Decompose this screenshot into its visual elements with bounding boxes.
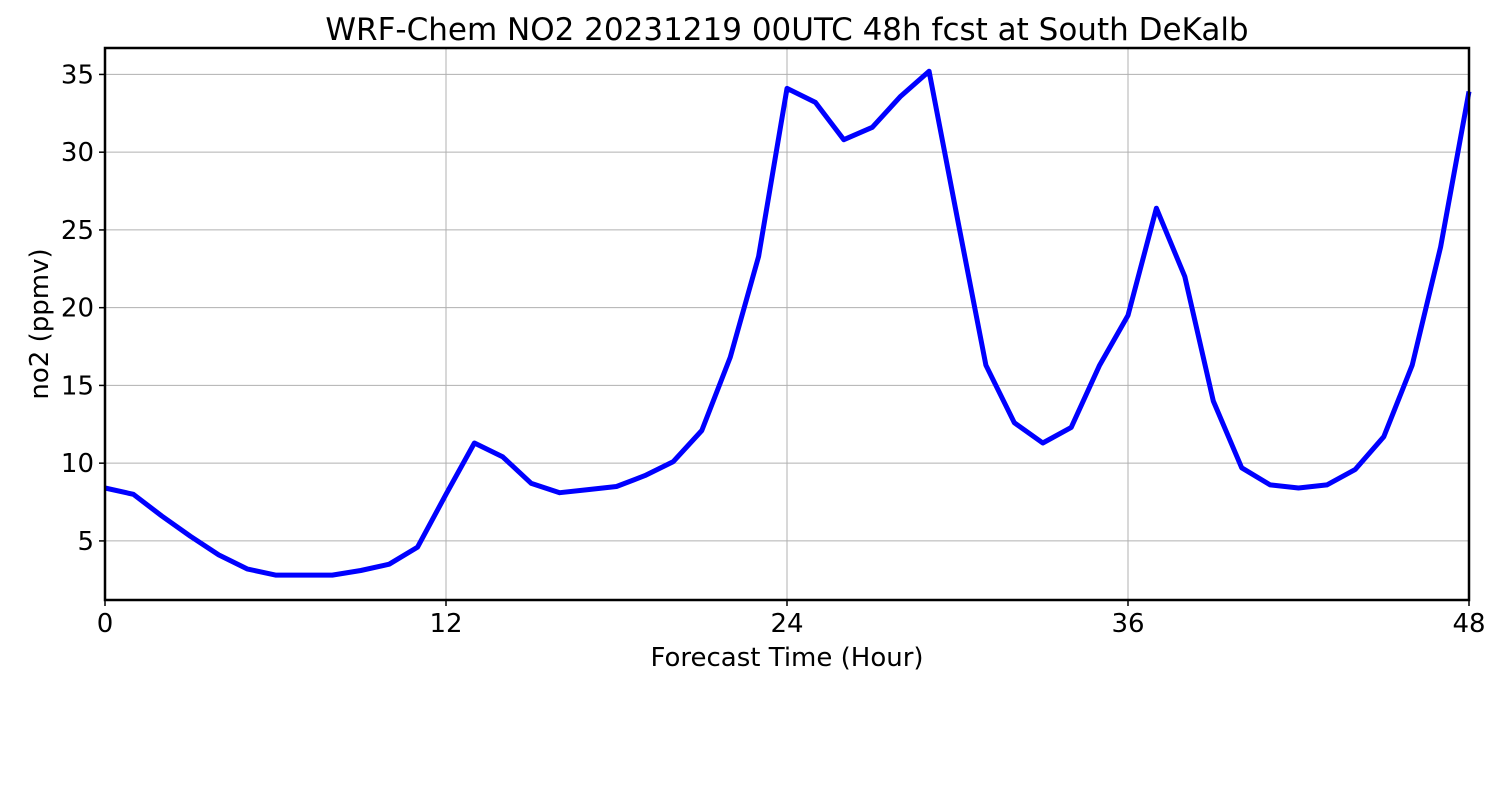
- x-tick-label: 12: [429, 609, 462, 639]
- series-line: [104, 68, 1472, 578]
- x-axis-label: Forecast Time (Hour): [650, 643, 923, 673]
- x-tick-label: 48: [1452, 609, 1485, 639]
- chart-title: WRF-Chem NO2 20231219 00UTC 48h fcst at …: [325, 12, 1248, 48]
- y-tick-label: 25: [61, 216, 94, 246]
- y-tick-label: 10: [61, 449, 94, 479]
- axis-ticks: 0 12 24 36 48 5 10 15 20 25 30 35: [61, 60, 1486, 639]
- x-tick-label: 36: [1111, 609, 1144, 639]
- y-tick-label: 30: [61, 138, 94, 168]
- y-axis-label: no2 (ppmv): [25, 248, 55, 399]
- y-tick-label: 35: [61, 60, 94, 90]
- series-layer: [104, 68, 1472, 578]
- y-tick-label: 20: [61, 294, 94, 324]
- grid: [104, 48, 1470, 600]
- y-tick-label: 5: [77, 527, 94, 557]
- x-tick-label: 0: [97, 609, 114, 639]
- x-tick-label: 24: [770, 609, 803, 639]
- y-tick-label: 15: [61, 371, 94, 401]
